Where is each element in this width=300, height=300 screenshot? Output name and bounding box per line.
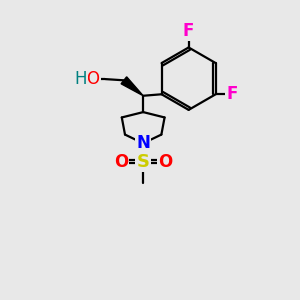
Polygon shape xyxy=(121,77,143,96)
Text: H: H xyxy=(74,70,87,88)
Text: N: N xyxy=(136,134,150,152)
Text: O: O xyxy=(86,70,100,88)
Text: O: O xyxy=(114,153,128,171)
Text: F: F xyxy=(226,85,238,103)
Text: F: F xyxy=(183,22,194,40)
Text: S: S xyxy=(137,153,150,171)
Text: O: O xyxy=(158,153,172,171)
